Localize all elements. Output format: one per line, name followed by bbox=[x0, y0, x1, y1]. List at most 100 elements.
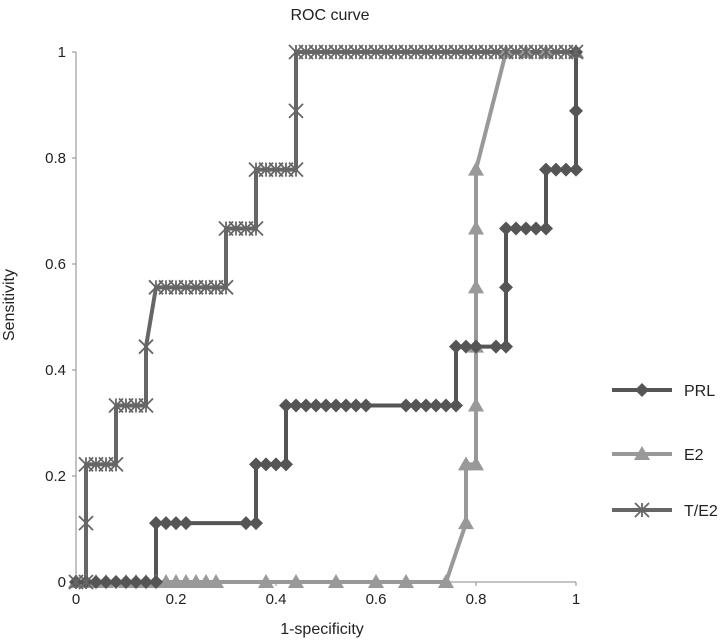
prl-point bbox=[89, 575, 103, 589]
x-tick-label: 0.6 bbox=[366, 591, 387, 608]
e2-point bbox=[468, 456, 484, 471]
prl-point bbox=[139, 575, 153, 589]
prl-point bbox=[179, 516, 193, 531]
prl-point bbox=[429, 398, 443, 413]
prl-point bbox=[559, 162, 573, 177]
prl-point bbox=[289, 398, 303, 413]
y-tick-label: 0.2 bbox=[45, 468, 66, 485]
t-e2-point bbox=[138, 397, 154, 414]
prl-point bbox=[439, 398, 453, 413]
y-tick-label: 0 bbox=[58, 574, 66, 591]
t-e2-point bbox=[634, 502, 650, 518]
legend-label: T/E2 bbox=[684, 503, 718, 520]
prl-point bbox=[469, 339, 483, 354]
legend-label: PRL bbox=[684, 383, 715, 400]
axes: 0 0.2 0.4 0.6 0.8 1 0 0.2 0.4 0.6 0.8 1 bbox=[45, 44, 580, 608]
e2-point bbox=[288, 574, 304, 588]
y-tick-label: 0.8 bbox=[45, 150, 66, 167]
e2-point bbox=[328, 574, 344, 588]
prl-point bbox=[359, 398, 373, 413]
t-e2-point bbox=[78, 574, 94, 590]
x-tick-label: 0.2 bbox=[166, 591, 187, 608]
y-tick-label: 0.4 bbox=[45, 362, 66, 379]
prl-point bbox=[399, 398, 413, 413]
prl-point bbox=[109, 575, 123, 589]
series-layer bbox=[68, 44, 584, 590]
prl-point bbox=[499, 280, 513, 295]
prl-point bbox=[239, 516, 253, 531]
e2-point bbox=[468, 279, 484, 294]
prl-point bbox=[539, 162, 553, 177]
e2-point bbox=[398, 574, 414, 588]
prl-point bbox=[635, 383, 649, 397]
prl-point bbox=[319, 398, 333, 413]
prl-point bbox=[329, 398, 343, 413]
prl-point bbox=[569, 103, 583, 118]
prl-point bbox=[279, 457, 293, 472]
x-tick-label: 0.8 bbox=[466, 591, 487, 608]
y-tick-label: 0.6 bbox=[45, 256, 66, 273]
y-tick-label: 1 bbox=[58, 44, 66, 61]
prl-point bbox=[99, 575, 113, 589]
y-axis-title: Sensitivity bbox=[1, 269, 18, 341]
t-e2-point bbox=[78, 515, 94, 531]
prl-point bbox=[509, 221, 523, 236]
chart-title: ROC curve bbox=[290, 7, 369, 24]
prl-point bbox=[149, 575, 163, 589]
prl-point bbox=[249, 457, 263, 472]
prl-point bbox=[499, 221, 513, 236]
prl-point bbox=[349, 398, 363, 413]
prl-point bbox=[549, 162, 563, 177]
prl-point bbox=[449, 339, 463, 354]
prl-point bbox=[449, 398, 463, 413]
t-e2-point bbox=[288, 103, 304, 119]
prl-point bbox=[119, 575, 133, 589]
x-axis-title: 1-specificity bbox=[280, 621, 364, 638]
t-e2-point bbox=[568, 44, 584, 60]
prl-point bbox=[499, 339, 513, 354]
prl-point bbox=[129, 575, 143, 589]
legend-item-prl: PRL bbox=[612, 383, 715, 400]
t-e2-point bbox=[248, 220, 264, 237]
t-e2-point bbox=[108, 456, 124, 472]
prl-point bbox=[539, 221, 553, 236]
prl-point bbox=[159, 516, 173, 531]
e2-point bbox=[438, 574, 454, 588]
e2-point bbox=[458, 515, 474, 530]
e2-point bbox=[468, 161, 484, 176]
t-e2-markers bbox=[68, 44, 584, 590]
prl-point bbox=[339, 398, 353, 413]
prl-point bbox=[419, 398, 433, 413]
prl-point bbox=[269, 457, 283, 472]
prl-point bbox=[489, 339, 503, 354]
prl-point bbox=[299, 398, 313, 413]
e2-point bbox=[368, 574, 384, 588]
legend-label: E2 bbox=[684, 447, 704, 464]
x-tick-label: 0 bbox=[72, 591, 80, 608]
legend-item-t-e2: T/E2 bbox=[612, 502, 718, 520]
e2-point bbox=[634, 446, 650, 460]
prl-point bbox=[249, 516, 263, 531]
prl-point bbox=[529, 221, 543, 236]
legend: PRL E2 T/E2 bbox=[612, 383, 718, 520]
legend-item-e2: E2 bbox=[612, 446, 704, 464]
prl-point bbox=[149, 516, 163, 531]
t-e2-line bbox=[76, 50, 576, 584]
prl-point bbox=[409, 398, 423, 413]
e2-point bbox=[468, 220, 484, 235]
x-tick-label: 0.4 bbox=[266, 591, 287, 608]
prl-point bbox=[309, 398, 323, 413]
e2-point bbox=[468, 397, 484, 412]
t-e2-point bbox=[288, 162, 304, 178]
prl-point bbox=[519, 221, 533, 236]
x-tick-label: 1 bbox=[572, 591, 580, 608]
e2-point bbox=[208, 574, 224, 588]
e2-point bbox=[258, 574, 274, 588]
prl-point bbox=[259, 457, 273, 472]
prl-point bbox=[459, 339, 473, 354]
t-e2-point bbox=[218, 279, 234, 295]
prl-point bbox=[279, 398, 293, 413]
prl-point bbox=[169, 516, 183, 531]
prl-point bbox=[569, 162, 583, 177]
